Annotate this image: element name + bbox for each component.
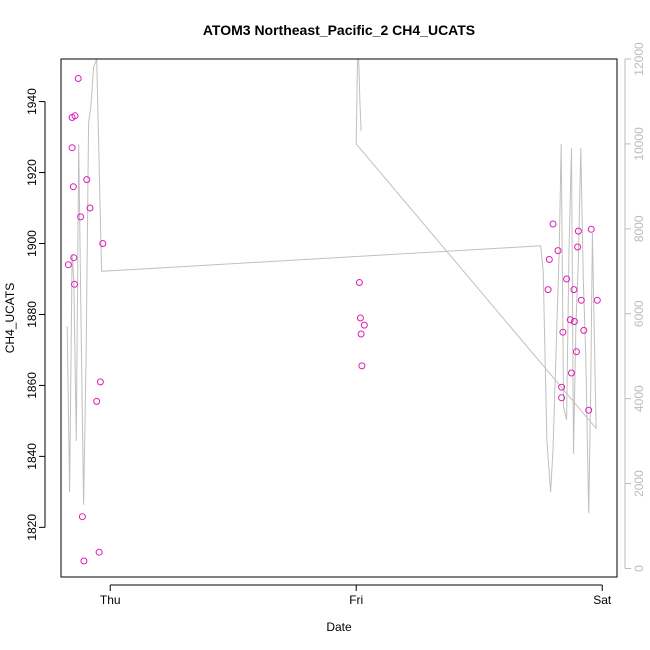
data-point [570,318,578,325]
y-tick-label: 1840 [25,443,39,470]
data-point [593,296,601,304]
y2-tick-label: 12000 [632,42,646,76]
data-point [86,204,94,212]
y-tick-label: 1860 [25,372,39,399]
chart-title: ATOM3 Northeast_Pacific_2 CH4_UCATS [203,22,475,38]
plot-frame [60,58,618,578]
data-point [93,397,101,405]
data-point [355,279,363,286]
data-point [71,112,79,120]
data-point [570,286,578,294]
y2-tick-label: 8000 [632,215,646,242]
data-point [549,220,557,228]
data-point [358,362,366,370]
data-point [80,557,88,565]
data-point [78,513,86,521]
altitude-line-group [66,58,597,514]
data-point [64,261,72,269]
data-point [68,144,76,152]
data-point [559,328,567,336]
altitude-line [66,58,597,514]
data-point [554,247,562,255]
data-point [360,321,368,329]
data-point [70,254,78,262]
x-tick-label: Thu [100,593,121,607]
data-point [95,548,103,556]
y-axis-right: 0 2000 4000 6000 8000 10000 12000 [624,42,646,572]
data-point [574,243,582,251]
y-axis-label: CH4_UCATS [3,283,17,353]
x-axis: Thu Fri Sat [100,584,612,607]
data-point [69,183,77,191]
data-point [83,176,91,184]
data-point [574,227,582,235]
data-point [587,225,595,233]
y2-tick-label: 0 [632,565,646,572]
data-point [558,383,566,391]
data-point [563,275,571,283]
y-tick-label: 1940 [25,88,39,115]
data-point [99,240,107,247]
data-point [356,314,364,322]
data-point [566,316,574,324]
y-tick-label: 1820 [25,514,39,541]
data-point [580,326,588,334]
data-point [357,330,365,338]
data-point [544,286,552,294]
data-point [545,256,553,263]
data-point [74,75,82,82]
y2-tick-label: 6000 [632,300,646,327]
data-point [558,394,566,402]
data-point [577,296,585,304]
y2-tick-label: 10000 [632,127,646,161]
data-point [568,369,575,377]
y-tick-label: 1920 [25,159,39,186]
x-axis-label: Date [326,620,352,634]
y-axis-left: 1820 1840 1860 1880 1900 1920 1940 [25,88,46,541]
data-point [572,348,580,356]
y2-tick-label: 2000 [632,470,646,497]
data-point [96,378,104,386]
points-group [64,75,601,565]
data-point [585,406,593,414]
y-tick-label: 1900 [25,230,39,257]
x-tick-label: Fri [349,593,363,607]
y-tick-label: 1880 [25,301,39,328]
y2-tick-label: 4000 [632,385,646,412]
x-tick-label: Sat [593,593,612,607]
data-point [71,280,78,288]
data-point [77,213,85,221]
